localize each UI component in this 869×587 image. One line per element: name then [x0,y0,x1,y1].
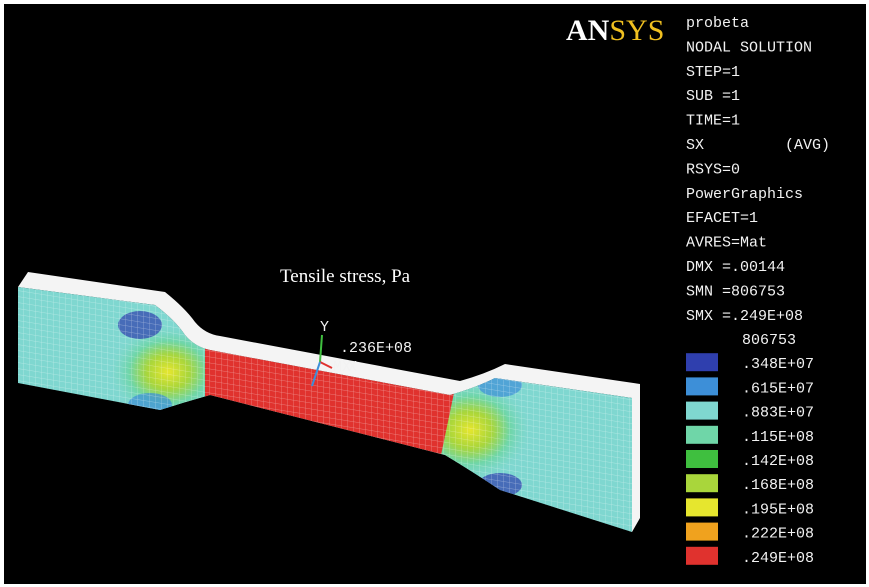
annotation: Tensile stress, Pa [280,266,411,287]
info-line: NODAL SOLUTION [686,39,812,56]
info-line: PowerGraphics [686,186,803,203]
info-line: TIME=1 [686,113,740,130]
logo-part: SYS [609,14,664,47]
probe-label: .236E+08 [340,340,412,357]
legend-label: .115E+08 [742,429,814,446]
triad-label: Y [320,319,329,336]
legend-swatch [686,353,718,371]
info-line: SMN =806753 [686,283,785,300]
info-line: EFACET=1 [686,210,758,227]
legend-label: .142E+08 [742,453,814,470]
legend-swatch [686,498,718,516]
legend-swatch [686,377,718,395]
info-line: probeta [686,15,749,32]
legend-label: .222E+08 [742,526,814,543]
legend-label: .348E+07 [742,356,814,373]
legend-swatch [686,402,718,420]
info-line: SUB =1 [686,88,740,105]
legend-label: .195E+08 [742,501,814,518]
info-line: DMX =.00144 [686,259,785,276]
screen: Tensile stress, Pa Y MX X .236E+08 ANSYS… [0,0,869,587]
info-line: STEP=1 [686,64,740,81]
legend-label: .883E+07 [742,405,814,422]
legend-swatch [686,523,718,541]
legend-label: .168E+08 [742,477,814,494]
legend-label: .615E+07 [742,380,814,397]
logo: ANSYS [566,14,664,47]
legend-swatch [686,426,718,444]
legend-swatch [686,450,718,468]
triad-label: X [348,359,357,376]
info-line: SX (AVG) [686,137,830,154]
info-line: SMX =.249E+08 [686,308,803,325]
legend-label: 806753 [742,332,796,349]
legend-label: .249E+08 [742,550,814,567]
logo-part: AN [566,14,610,47]
info-line: AVRES=Mat [686,235,767,252]
legend-swatch [686,474,718,492]
legend-swatch [686,547,718,565]
info-line: RSYS=0 [686,161,740,178]
